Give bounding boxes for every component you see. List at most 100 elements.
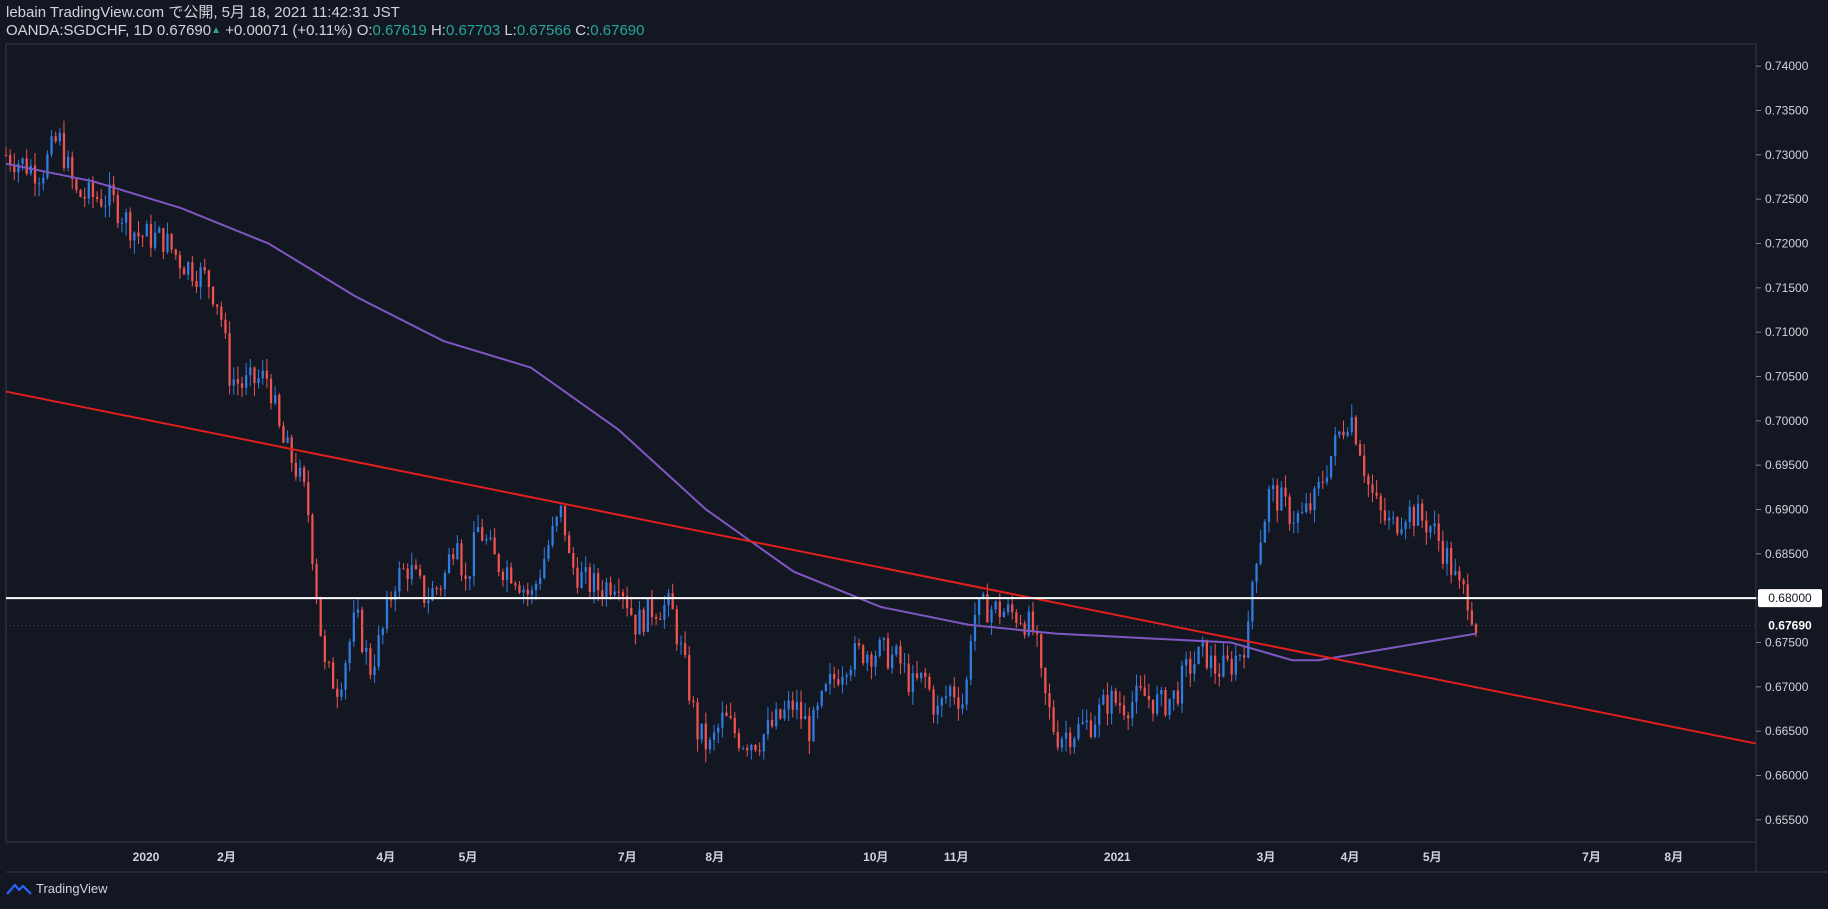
candle-body bbox=[530, 590, 534, 595]
candle-body bbox=[1408, 506, 1411, 523]
candle-body bbox=[1375, 492, 1378, 496]
candle-body bbox=[116, 195, 119, 224]
open-value: 0.67619 bbox=[372, 22, 427, 39]
x-tick-label: 5月 bbox=[459, 850, 478, 864]
candle-body bbox=[228, 333, 231, 386]
candle-body bbox=[1458, 570, 1461, 581]
candle-body bbox=[1069, 732, 1072, 748]
tradingview-brand[interactable]: TradingView bbox=[6, 881, 108, 896]
candle-body bbox=[1085, 720, 1088, 723]
y-tick-label: 0.65500 bbox=[1765, 813, 1809, 827]
candle-body bbox=[977, 598, 981, 615]
candle-body bbox=[878, 639, 881, 656]
candle-body bbox=[754, 745, 757, 751]
candle-body bbox=[580, 571, 583, 588]
candle-body bbox=[646, 597, 649, 632]
candle-body bbox=[1209, 655, 1213, 668]
candle-body bbox=[1387, 517, 1391, 521]
candle-body bbox=[1060, 738, 1064, 748]
x-tick-label: 7月 bbox=[1582, 850, 1601, 864]
candle-body bbox=[895, 646, 898, 655]
candle-body bbox=[721, 712, 724, 728]
candle-body bbox=[1098, 704, 1101, 725]
candle-body bbox=[1131, 702, 1134, 719]
x-tick-label: 10月 bbox=[863, 850, 888, 864]
candle-body bbox=[1342, 431, 1345, 436]
candle-body bbox=[187, 262, 190, 275]
x-tick-label: 11月 bbox=[944, 850, 969, 864]
candle-body bbox=[71, 156, 74, 180]
x-tick-label: 5月 bbox=[1423, 850, 1442, 864]
candle-body bbox=[145, 223, 148, 237]
candle-body bbox=[1412, 506, 1416, 526]
candle-body bbox=[543, 558, 546, 578]
candle-body bbox=[584, 567, 587, 572]
candle-body bbox=[708, 739, 712, 750]
candle-body bbox=[245, 375, 248, 388]
level-price-label: 0.68000 bbox=[1768, 591, 1812, 605]
candle-body bbox=[733, 718, 736, 734]
candle-body bbox=[265, 370, 269, 379]
candle-body bbox=[953, 686, 956, 698]
candle-body bbox=[911, 673, 914, 693]
candle-body bbox=[1035, 631, 1039, 635]
candle-body bbox=[1429, 526, 1432, 533]
candle-body bbox=[588, 567, 591, 593]
candle-body bbox=[1023, 623, 1026, 636]
candle-body bbox=[191, 262, 194, 282]
candle-body bbox=[1255, 563, 1258, 583]
candle-body bbox=[1421, 503, 1424, 521]
trend-line bbox=[5, 390, 1757, 745]
candle-body bbox=[1358, 444, 1362, 456]
candle-body bbox=[862, 645, 865, 664]
candle-body bbox=[456, 543, 459, 560]
candle-body bbox=[704, 723, 707, 750]
candle-body bbox=[286, 437, 289, 443]
candle-body bbox=[447, 554, 451, 573]
candle-body bbox=[700, 723, 703, 740]
candle-body bbox=[1019, 622, 1022, 624]
candle-body bbox=[915, 673, 919, 679]
candle-body bbox=[203, 267, 206, 271]
y-tick-label: 0.73000 bbox=[1765, 148, 1809, 162]
candle-body bbox=[891, 654, 894, 669]
candle-body bbox=[1313, 488, 1316, 511]
candle-body bbox=[1425, 520, 1428, 533]
x-tick-label: 2020 bbox=[133, 850, 160, 864]
candle-body bbox=[683, 643, 687, 656]
candle-body bbox=[311, 515, 314, 564]
candle-body bbox=[1151, 699, 1155, 714]
candle-body bbox=[1077, 723, 1080, 739]
candle-body bbox=[1280, 487, 1283, 511]
candle-body bbox=[1044, 667, 1047, 694]
candle-body bbox=[837, 679, 840, 685]
candle-body bbox=[940, 698, 943, 706]
candle-body bbox=[948, 686, 952, 697]
candle-body bbox=[1396, 517, 1399, 534]
candle-body bbox=[211, 286, 215, 305]
candle-body bbox=[671, 593, 674, 610]
candle-body bbox=[1040, 634, 1043, 668]
candle-body bbox=[1263, 521, 1266, 543]
low-value: 0.67566 bbox=[516, 22, 572, 39]
candle-body bbox=[1073, 738, 1076, 748]
last-price-label: 0.67690 bbox=[1768, 619, 1812, 633]
y-tick-label: 0.67000 bbox=[1765, 680, 1809, 694]
candle-body bbox=[112, 184, 115, 196]
candle-body bbox=[216, 304, 219, 307]
candle-body bbox=[485, 539, 488, 541]
candle-body bbox=[816, 705, 819, 710]
candle-body bbox=[1027, 611, 1030, 636]
candle-body bbox=[344, 663, 347, 690]
candle-body bbox=[1325, 477, 1329, 483]
candle-body bbox=[965, 679, 968, 705]
candle-body bbox=[124, 212, 128, 223]
candle-body bbox=[1350, 417, 1353, 432]
candle-body bbox=[625, 596, 629, 609]
candle-body bbox=[402, 568, 405, 570]
candle-body bbox=[791, 700, 794, 710]
y-tick-label: 0.66000 bbox=[1765, 769, 1809, 783]
candle-body bbox=[1168, 698, 1171, 716]
tradingview-logo-icon bbox=[6, 883, 32, 895]
